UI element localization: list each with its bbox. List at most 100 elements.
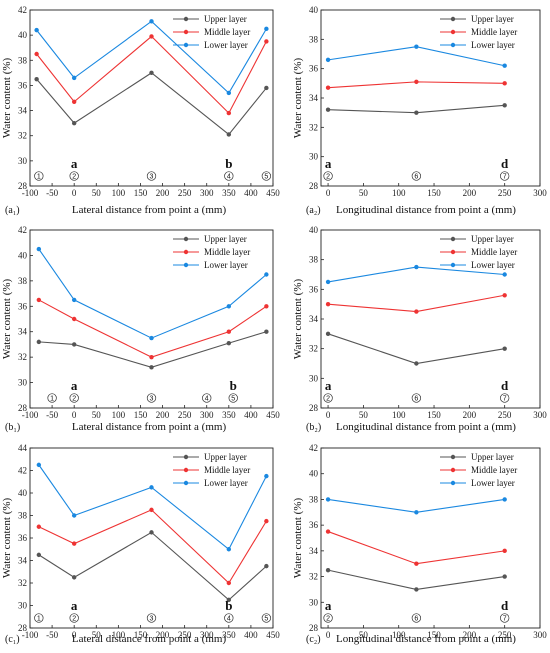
legend-label-upper: Upper layer <box>471 452 514 462</box>
data-point-lower <box>264 26 269 32</box>
series-line-middle <box>328 294 505 313</box>
legend-marker-upper <box>183 454 189 460</box>
data-point-middle <box>36 524 42 529</box>
data-point-middle <box>226 329 232 334</box>
point-number-circle <box>69 613 79 623</box>
y-tick-label: 32 <box>309 572 318 582</box>
data-point-lower <box>226 547 232 552</box>
data-point-middle <box>264 518 269 524</box>
point-number: 4 <box>227 174 231 181</box>
y-tick-label: 38 <box>309 255 319 265</box>
point-letter: a <box>71 378 78 393</box>
legend-marker-lower <box>183 262 189 268</box>
point-number-circle <box>202 393 212 403</box>
data-point-lower <box>226 90 232 96</box>
point-number: 5 <box>264 174 268 181</box>
data-point-middle <box>71 541 77 546</box>
series-line-upper <box>327 569 505 590</box>
data-point-middle <box>149 34 154 39</box>
data-point-upper <box>325 567 331 573</box>
point-letter: d <box>501 156 509 171</box>
point-number: 4 <box>205 396 209 403</box>
y-tick-label: 34 <box>18 556 28 566</box>
x-axis-title: Longitudinal distance from point a (mm) <box>336 204 516 216</box>
point-number-circle <box>323 393 333 403</box>
legend-marker-middle <box>183 467 189 473</box>
x-tick-label: 450 <box>266 188 280 198</box>
x-tick-label: 200 <box>156 188 170 198</box>
point-number: 1 <box>37 174 41 181</box>
x-tick-label: 250 <box>178 188 192 198</box>
point-number: 5 <box>231 396 235 403</box>
chart-b1: -100 -50 0 50 100 150 200 250 300 350 400 450283032… <box>1 225 280 433</box>
data-point-lower <box>325 497 331 502</box>
point-number: 2 <box>326 616 330 623</box>
chart-a2: 0 50 100 150 200 250 300 28 30 32 34 36 38 40 Longitud… <box>292 5 547 216</box>
plot-frame <box>320 447 541 629</box>
x-tick-label: -100 <box>22 630 39 640</box>
x-tick-label: 150 <box>134 188 148 198</box>
y-tick-label: 28 <box>309 403 319 413</box>
y-tick-label: 36 <box>18 533 28 543</box>
data-point-lower <box>36 462 42 468</box>
x-tick-label: 200 <box>463 188 477 198</box>
legend-label-middle: Middle layer <box>204 465 250 475</box>
x-tick-label: 200 <box>463 630 477 640</box>
legend-marker-lower <box>450 480 456 486</box>
data-point-upper <box>36 552 42 558</box>
x-tick-label: 350 <box>222 630 236 640</box>
data-point-middle <box>264 39 269 44</box>
y-tick-label: 42 <box>18 225 27 235</box>
point-number: 2 <box>72 616 76 623</box>
y-axis-title: Water content (%) <box>1 278 13 359</box>
data-point-middle <box>264 304 269 309</box>
x-tick-label: 250 <box>498 410 512 420</box>
legend-label-lower: Lower layer <box>204 40 248 50</box>
point-number: 6 <box>414 174 418 181</box>
data-point-upper <box>226 340 232 346</box>
y-axis-title: Water content (%) <box>292 57 304 138</box>
panel-label: (b₂) <box>306 422 321 433</box>
legend-label-middle: Middle layer <box>471 247 517 257</box>
y-tick-label: 40 <box>18 30 28 40</box>
legend-label-upper: Upper layer <box>471 14 514 24</box>
x-tick-label: 50 <box>359 188 369 198</box>
data-point-lower <box>414 44 419 49</box>
x-tick-label: 0 <box>72 630 77 640</box>
point-number-circle <box>34 171 44 181</box>
x-tick-label: 250 <box>178 410 192 420</box>
legend-marker-lower <box>183 42 189 48</box>
y-tick-label: 42 <box>18 466 27 476</box>
chart-a1: -100 -50 0 50 100 150 200 250 300 350 400 450283032… <box>1 5 280 216</box>
x-axis-title: Longitudinal distance from point a (mm) <box>336 633 516 645</box>
y-tick-label: 28 <box>309 181 319 191</box>
legend-label-upper: Upper layer <box>204 234 247 244</box>
data-point-lower <box>502 272 507 277</box>
point-number-circle <box>323 171 333 181</box>
x-tick-label: 300 <box>200 188 214 198</box>
y-tick-label: 38 <box>18 55 28 65</box>
data-point-upper <box>414 587 419 592</box>
y-axis-title: Water content (%) <box>1 497 13 578</box>
x-tick-label: 100 <box>112 188 126 198</box>
y-tick-label: 38 <box>309 34 319 44</box>
y-tick-label: 42 <box>18 5 27 15</box>
point-number-circle <box>34 613 44 623</box>
x-tick-label: 250 <box>498 630 512 640</box>
data-point-upper <box>71 342 77 347</box>
point-letter: b <box>225 156 232 171</box>
legend-label-lower: Lower layer <box>471 478 515 488</box>
data-point-lower <box>502 497 507 502</box>
data-point-lower <box>264 272 269 277</box>
legend-marker-middle <box>183 29 189 35</box>
x-tick-label: 400 <box>244 630 258 640</box>
y-tick-label: 32 <box>18 131 27 141</box>
x-tick-label: 300 <box>200 410 214 420</box>
data-point-upper <box>149 530 154 535</box>
y-tick-label: 28 <box>18 403 28 413</box>
data-point-lower <box>71 297 77 303</box>
data-point-lower <box>149 485 154 490</box>
data-point-middle <box>502 293 507 298</box>
x-tick-label: 150 <box>134 410 148 420</box>
x-axis-title: Lateral distance from point a (mm) <box>72 421 227 433</box>
